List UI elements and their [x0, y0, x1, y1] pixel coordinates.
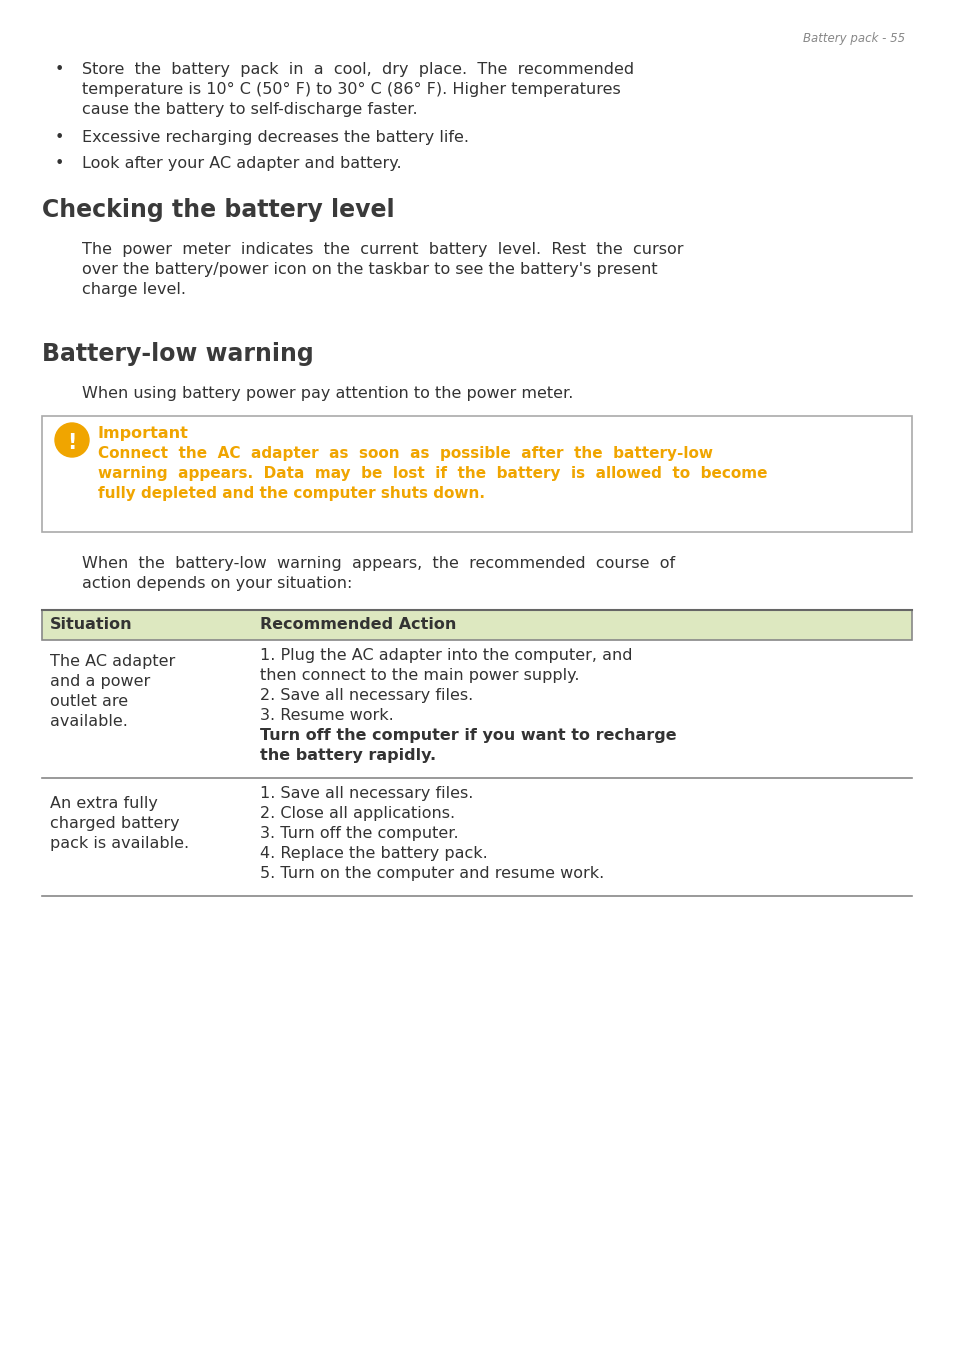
Text: 2. Close all applications.: 2. Close all applications.: [260, 806, 455, 821]
Text: Look after your AC adapter and battery.: Look after your AC adapter and battery.: [82, 155, 401, 170]
Text: Checking the battery level: Checking the battery level: [42, 197, 395, 222]
Text: charged battery: charged battery: [50, 817, 179, 831]
Text: fully depleted and the computer shuts down.: fully depleted and the computer shuts do…: [98, 485, 484, 502]
Text: the battery rapidly.: the battery rapidly.: [260, 748, 436, 763]
Text: •: •: [55, 62, 64, 77]
Text: 3. Resume work.: 3. Resume work.: [260, 708, 394, 723]
Text: The AC adapter: The AC adapter: [50, 654, 175, 669]
Text: 5. Turn on the computer and resume work.: 5. Turn on the computer and resume work.: [260, 867, 603, 882]
Text: Excessive recharging decreases the battery life.: Excessive recharging decreases the batte…: [82, 130, 469, 145]
Text: Battery pack - 55: Battery pack - 55: [802, 32, 904, 45]
Text: When using battery power pay attention to the power meter.: When using battery power pay attention t…: [82, 387, 573, 402]
Text: •: •: [55, 155, 64, 170]
Text: 3. Turn off the computer.: 3. Turn off the computer.: [260, 826, 458, 841]
Text: Connect  the  AC  adapter  as  soon  as  possible  after  the  battery-low: Connect the AC adapter as soon as possib…: [98, 446, 712, 461]
Text: An extra fully: An extra fully: [50, 796, 157, 811]
Text: cause the battery to self-discharge faster.: cause the battery to self-discharge fast…: [82, 101, 417, 118]
Text: 1. Plug the AC adapter into the computer, and: 1. Plug the AC adapter into the computer…: [260, 648, 632, 662]
Text: action depends on your situation:: action depends on your situation:: [82, 576, 352, 591]
FancyBboxPatch shape: [42, 416, 911, 531]
Text: temperature is 10° C (50° F) to 30° C (86° F). Higher temperatures: temperature is 10° C (50° F) to 30° C (8…: [82, 82, 620, 97]
Text: charge level.: charge level.: [82, 283, 186, 297]
Text: Recommended Action: Recommended Action: [260, 617, 456, 631]
Text: and a power: and a power: [50, 675, 150, 690]
Text: available.: available.: [50, 714, 128, 729]
Text: outlet are: outlet are: [50, 694, 128, 708]
Text: Battery-low warning: Battery-low warning: [42, 342, 314, 366]
Text: then connect to the main power supply.: then connect to the main power supply.: [260, 668, 578, 683]
Text: 4. Replace the battery pack.: 4. Replace the battery pack.: [260, 846, 487, 861]
Text: •: •: [55, 130, 64, 145]
Text: When  the  battery-low  warning  appears,  the  recommended  course  of: When the battery-low warning appears, th…: [82, 556, 675, 571]
Text: 1. Save all necessary files.: 1. Save all necessary files.: [260, 786, 473, 800]
Text: Situation: Situation: [50, 617, 132, 631]
Text: Store  the  battery  pack  in  a  cool,  dry  place.  The  recommended: Store the battery pack in a cool, dry pl…: [82, 62, 634, 77]
Text: warning  appears.  Data  may  be  lost  if  the  battery  is  allowed  to  becom: warning appears. Data may be lost if the…: [98, 466, 767, 481]
Text: pack is available.: pack is available.: [50, 836, 189, 850]
Text: 2. Save all necessary files.: 2. Save all necessary files.: [260, 688, 473, 703]
Text: !: !: [68, 433, 76, 453]
Text: Important: Important: [98, 426, 189, 441]
FancyBboxPatch shape: [42, 610, 911, 639]
Circle shape: [55, 423, 89, 457]
Text: Turn off the computer if you want to recharge: Turn off the computer if you want to rec…: [260, 727, 676, 744]
Text: over the battery/power icon on the taskbar to see the battery's present: over the battery/power icon on the taskb…: [82, 262, 657, 277]
Text: The  power  meter  indicates  the  current  battery  level.  Rest  the  cursor: The power meter indicates the current ba…: [82, 242, 682, 257]
